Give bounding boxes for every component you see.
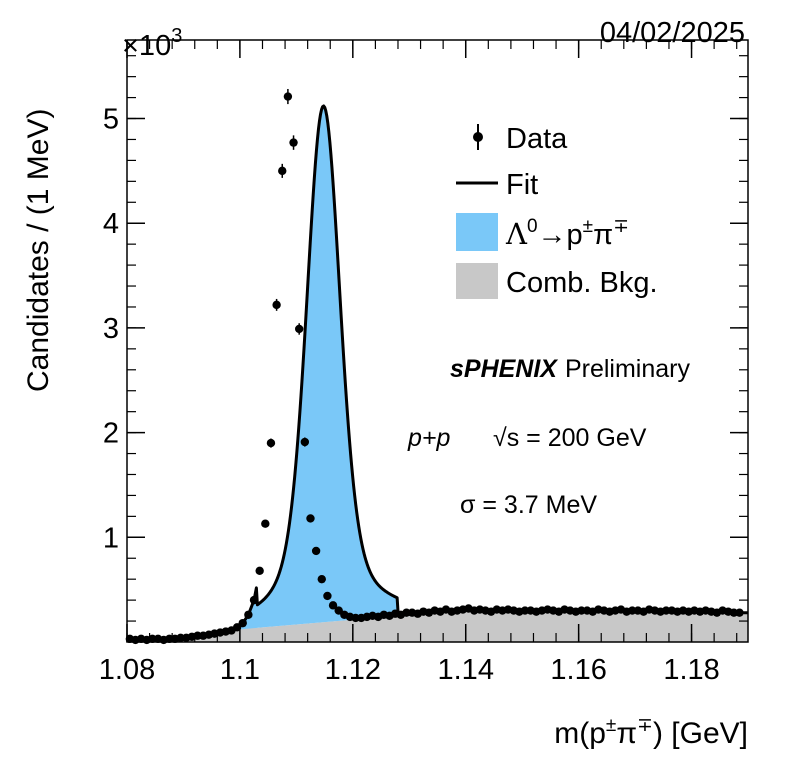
data-point-marker	[328, 601, 338, 610]
data-point-marker	[317, 574, 326, 584]
legend-fit-label: Fit	[506, 169, 538, 201]
legend-entry-data: Data	[473, 123, 568, 155]
x-tick-label: 1.14	[438, 654, 494, 686]
x-tick-label: 1.1	[220, 654, 260, 686]
y-axis-title: Candidates / (1 MeV)	[22, 109, 55, 392]
legend-background-label: Comb. Bkg.	[506, 267, 658, 299]
y-tick-label: 3	[103, 313, 119, 345]
data-layer	[125, 88, 744, 645]
plot-frame	[126, 39, 749, 643]
legend-entry-signal: Λ0→p±π∓	[456, 213, 629, 251]
data-point	[249, 595, 259, 605]
energy-annotation: √s = 200 GeV	[493, 424, 647, 452]
experiment-name: sPHENIX	[450, 355, 558, 383]
data-point	[272, 298, 281, 311]
signal-fill	[239, 105, 410, 630]
sigma-annotation: σ = 3.7 MeV	[460, 491, 597, 519]
data-point	[289, 135, 298, 150]
data-point	[328, 601, 338, 610]
y-tick-label: 5	[103, 104, 119, 136]
data-point	[300, 437, 310, 447]
fill-layer	[127, 105, 748, 642]
x-tick-label: 1.08	[99, 654, 155, 686]
y-tick-label: 2	[103, 418, 119, 450]
data-point	[244, 610, 253, 619]
data-point-marker	[289, 138, 298, 147]
data-point	[317, 574, 326, 584]
legend-signal-label: Λ0→p±π∓	[505, 216, 629, 251]
data-point-marker	[306, 514, 315, 523]
legend-signal-swatch	[456, 213, 498, 251]
data-point-marker	[283, 92, 293, 101]
data-point	[306, 514, 315, 523]
data-point	[283, 88, 293, 105]
data-point	[255, 566, 264, 576]
data-point-marker	[735, 608, 744, 617]
legend-data-label: Data	[506, 123, 568, 155]
tick-layer	[126, 40, 748, 642]
data-point-marker	[266, 438, 276, 448]
y-exponent-label: ×103	[122, 25, 182, 62]
x-tick-label: 1.18	[663, 654, 719, 686]
x-tick-label: 1.16	[550, 654, 606, 686]
collision-system: p+p	[407, 424, 451, 452]
data-point-marker	[278, 166, 287, 176]
data-point	[261, 519, 270, 528]
y-tick-label: 4	[103, 208, 119, 240]
data-point	[278, 163, 287, 178]
data-point-marker	[272, 300, 281, 310]
legend: Data Fit Λ0→p±π∓ Comb. Bkg.	[456, 123, 658, 299]
legend-entry-fit: Fit	[456, 169, 538, 201]
tick-label-layer: 1.08 1.1 1.12 1.14 1.16 1.18 1 2 3 4 5	[99, 104, 720, 686]
y-tick-label: 1	[103, 522, 119, 554]
x-tick-label: 1.12	[325, 654, 381, 686]
data-point-marker	[249, 595, 259, 605]
experiment-annotation: sPHENIX Preliminary	[450, 355, 691, 383]
data-point	[311, 546, 321, 556]
date-label: 04/02/2025	[600, 17, 745, 49]
data-point	[735, 608, 744, 617]
legend-data-marker	[473, 132, 483, 142]
data-point	[323, 591, 332, 601]
data-point-marker	[261, 519, 270, 528]
data-point-marker	[294, 324, 304, 334]
background-fill	[127, 587, 748, 642]
data-point-marker	[323, 591, 332, 601]
legend-entry-background: Comb. Bkg.	[456, 263, 658, 299]
legend-background-swatch	[456, 263, 498, 299]
data-point	[294, 323, 304, 335]
x-axis-title: m(p±π∓) [GeV]	[554, 715, 748, 750]
data-point-marker	[244, 610, 253, 619]
data-point-marker	[300, 437, 310, 447]
data-point-marker	[255, 566, 264, 576]
data-point	[266, 438, 276, 448]
preliminary-label: Preliminary	[565, 355, 691, 383]
data-point-marker	[311, 546, 321, 556]
